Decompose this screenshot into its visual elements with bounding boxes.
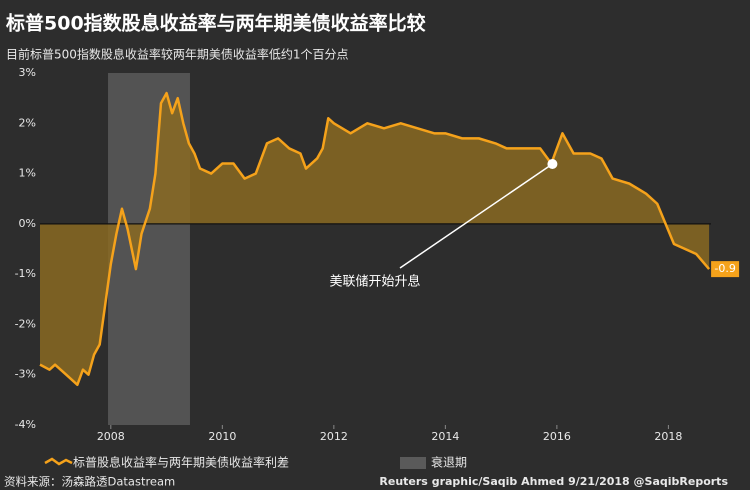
credit: Reuters graphic/Saqib Ahmed 9/21/2018 @S… [379,475,728,488]
annotation-point [547,159,558,170]
x-tick-label: 2010 [208,430,236,443]
y-tick-label: 0% [19,217,36,230]
source: 资料来源：汤森路透Datastream [4,475,175,489]
x-tick-label: 2008 [97,430,125,443]
annotation-text: 美联储开始升息 [329,274,420,290]
end-label: -0.9 [714,262,735,275]
y-tick-label: 2% [19,116,36,129]
annotation-line [399,163,553,269]
y-tick-label: -2% [15,317,36,330]
y-tick-label: 3% [19,66,36,79]
y-tick-label: -4% [15,418,36,431]
area [40,93,710,385]
legend-label: 衰退期 [431,455,467,470]
x-tick-label: 2014 [431,430,459,443]
x-tick-label: 2016 [543,430,571,443]
end-label-box [711,261,740,278]
y-tick-label: -3% [15,368,36,381]
x-tick-label: 2012 [320,430,348,443]
legend-label: 标普股息收益率与两年期美债收益率利差 [73,455,289,470]
line [39,91,711,387]
chart-title: 标普500指数股息收益率与两年期美债收益率比较 [6,12,426,35]
y-tick-label: -1% [15,267,36,280]
x-tick-label: 2018 [654,430,682,443]
y-tick-label: 1% [19,167,36,180]
legend-swatch [400,457,426,469]
legend-swatch [44,457,73,466]
chart-subtitle: 目前标普500指数股息收益率较两年期美债收益率低约1个百分点 [6,47,349,62]
